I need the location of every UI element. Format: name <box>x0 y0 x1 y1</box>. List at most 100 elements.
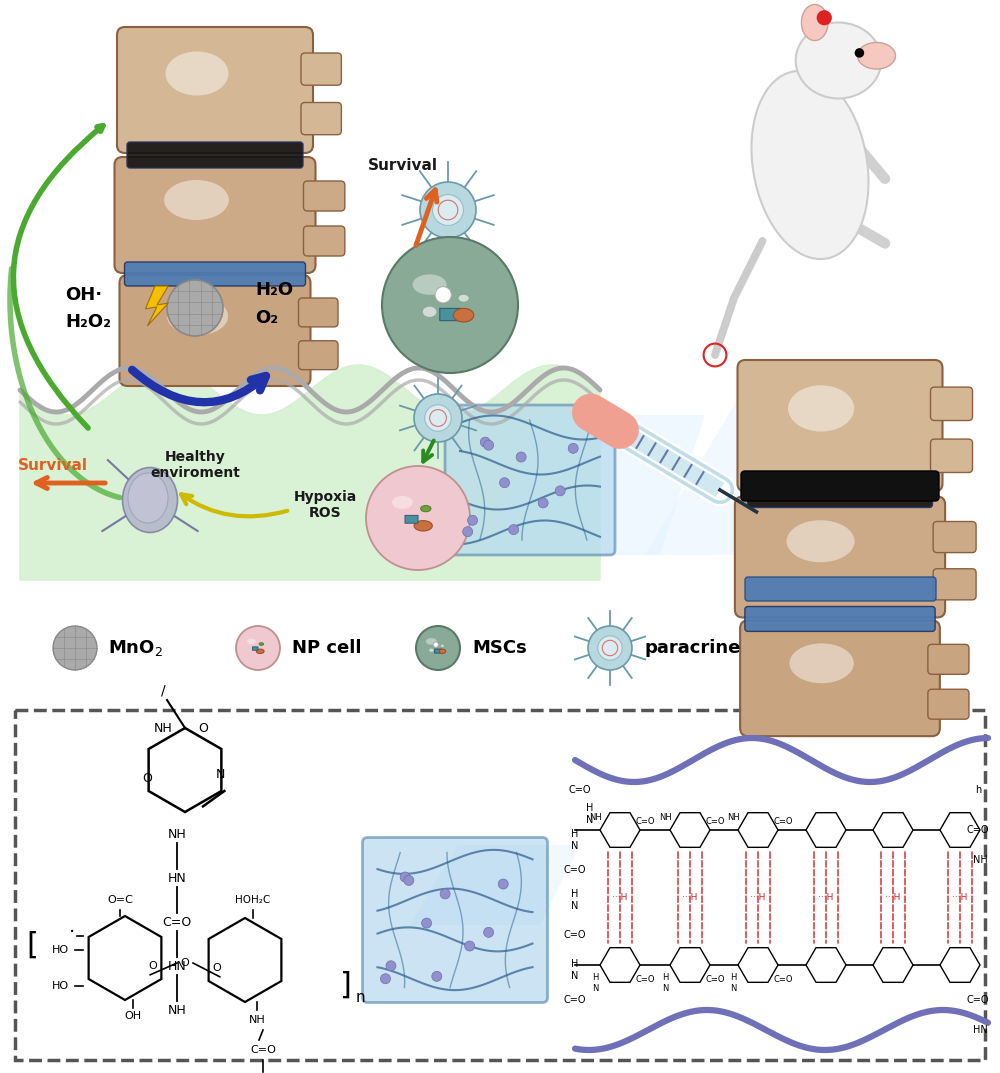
Text: NH: NH <box>249 1015 265 1025</box>
Ellipse shape <box>796 23 881 99</box>
FancyBboxPatch shape <box>127 142 303 168</box>
Circle shape <box>440 888 450 899</box>
Text: C=O: C=O <box>162 916 192 929</box>
Circle shape <box>422 918 432 928</box>
Ellipse shape <box>788 385 854 431</box>
Circle shape <box>516 452 526 462</box>
Text: HO: HO <box>51 981 69 991</box>
Polygon shape <box>146 286 168 326</box>
Text: ···H: ···H <box>885 893 901 901</box>
Circle shape <box>465 941 475 951</box>
FancyBboxPatch shape <box>15 710 985 1060</box>
Circle shape <box>416 626 460 670</box>
Text: H
N: H N <box>730 973 736 993</box>
Ellipse shape <box>439 649 446 653</box>
FancyBboxPatch shape <box>745 577 936 601</box>
FancyBboxPatch shape <box>930 387 973 421</box>
Circle shape <box>598 636 622 660</box>
Text: ···H: ···H <box>952 893 968 901</box>
Ellipse shape <box>413 275 447 295</box>
Text: HN: HN <box>168 960 186 973</box>
Text: C=O: C=O <box>564 995 586 1005</box>
Text: H
N: H N <box>592 973 598 993</box>
Circle shape <box>468 515 478 526</box>
Text: ···H: ···H <box>818 893 834 901</box>
Text: H₂O₂: H₂O₂ <box>65 313 111 330</box>
FancyBboxPatch shape <box>930 439 973 472</box>
Polygon shape <box>490 415 705 555</box>
Ellipse shape <box>429 648 434 652</box>
Text: MnO$_2$: MnO$_2$ <box>108 638 163 658</box>
FancyBboxPatch shape <box>117 27 313 153</box>
Circle shape <box>568 443 578 454</box>
Text: NH: NH <box>168 1004 186 1017</box>
Text: C=O: C=O <box>564 930 586 940</box>
FancyBboxPatch shape <box>748 481 932 508</box>
Text: [: [ <box>26 930 38 959</box>
Text: n: n <box>355 990 365 1005</box>
FancyBboxPatch shape <box>928 645 969 674</box>
Circle shape <box>588 626 632 670</box>
Circle shape <box>817 10 832 26</box>
Circle shape <box>366 466 470 570</box>
Text: H: H <box>586 803 594 813</box>
Ellipse shape <box>167 297 228 335</box>
Ellipse shape <box>789 644 854 684</box>
FancyBboxPatch shape <box>405 515 418 524</box>
FancyBboxPatch shape <box>440 308 460 321</box>
FancyBboxPatch shape <box>304 226 345 256</box>
FancyBboxPatch shape <box>252 647 258 650</box>
Text: C=O: C=O <box>635 818 655 826</box>
Text: Survival: Survival <box>368 158 438 173</box>
Circle shape <box>555 486 565 496</box>
Circle shape <box>855 48 864 58</box>
FancyBboxPatch shape <box>740 620 940 736</box>
Text: MSCs: MSCs <box>472 640 527 657</box>
Ellipse shape <box>423 307 436 317</box>
Text: ···H: ···H <box>612 893 628 901</box>
Text: Hypoxia
ROS: Hypoxia ROS <box>293 490 357 520</box>
Text: HN: HN <box>168 872 186 885</box>
Ellipse shape <box>128 473 168 523</box>
Text: NP cell: NP cell <box>292 640 362 657</box>
Text: O: O <box>149 961 157 971</box>
Text: OH·: OH· <box>65 286 102 304</box>
Text: O: O <box>213 962 221 973</box>
Circle shape <box>420 182 476 238</box>
Polygon shape <box>20 365 600 580</box>
Circle shape <box>433 194 463 225</box>
Circle shape <box>400 872 410 882</box>
FancyBboxPatch shape <box>362 838 548 1002</box>
Text: O: O <box>181 958 189 968</box>
FancyBboxPatch shape <box>301 103 341 135</box>
Circle shape <box>500 477 510 488</box>
Ellipse shape <box>256 649 264 653</box>
Text: C=O: C=O <box>967 995 989 1005</box>
Circle shape <box>484 440 494 451</box>
FancyBboxPatch shape <box>928 689 969 719</box>
FancyBboxPatch shape <box>738 361 942 491</box>
Text: NH: NH <box>154 721 172 735</box>
Ellipse shape <box>453 308 474 322</box>
Text: H
N: H N <box>571 959 579 981</box>
Text: C=O: C=O <box>773 974 793 984</box>
Text: NH: NH <box>659 813 671 823</box>
Ellipse shape <box>858 43 896 69</box>
FancyBboxPatch shape <box>298 298 338 327</box>
Text: Survival: Survival <box>18 458 88 473</box>
Text: C=O: C=O <box>967 825 989 835</box>
Text: HN: HN <box>973 1025 987 1035</box>
Text: C=O: C=O <box>569 785 591 795</box>
Ellipse shape <box>458 295 469 302</box>
Circle shape <box>425 405 451 431</box>
FancyBboxPatch shape <box>124 262 306 286</box>
Ellipse shape <box>751 71 869 259</box>
Ellipse shape <box>247 638 256 644</box>
Text: ···H: ···H <box>750 893 766 901</box>
FancyBboxPatch shape <box>741 471 939 501</box>
Text: ···H: ···H <box>682 893 698 901</box>
Text: HOH₂C: HOH₂C <box>235 895 271 905</box>
Text: Healthy
enviroment: Healthy enviroment <box>150 450 240 480</box>
Polygon shape <box>410 846 580 925</box>
Circle shape <box>432 971 442 982</box>
